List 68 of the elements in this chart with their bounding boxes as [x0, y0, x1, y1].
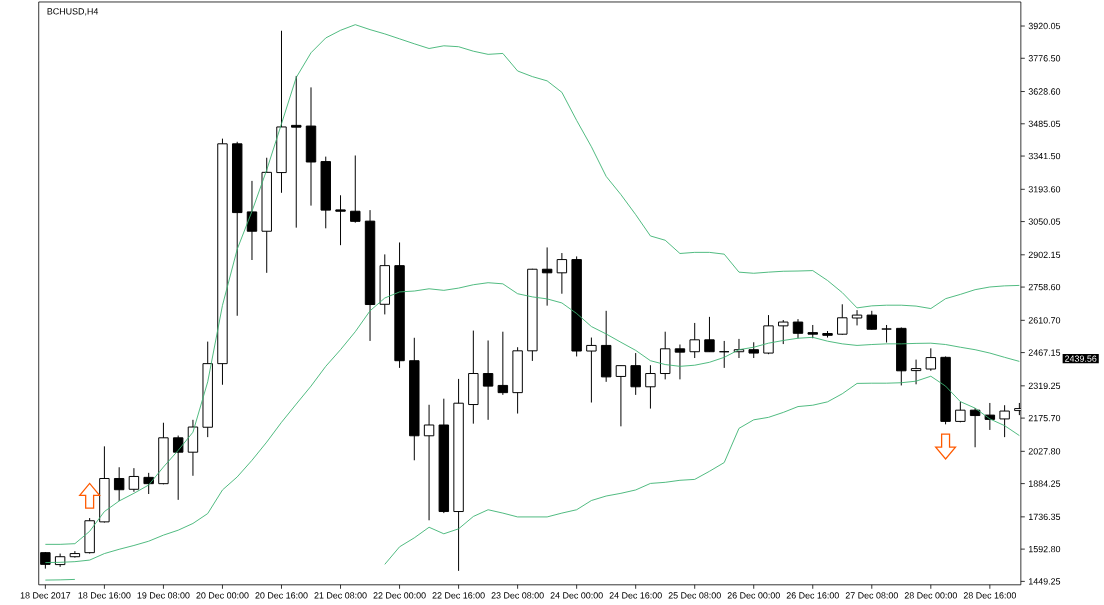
candlestick — [423, 404, 435, 521]
candlestick — [335, 194, 346, 246]
x-tick-label: 22 Dec 16:00 — [432, 592, 485, 599]
candlestick — [541, 246, 553, 307]
x-tick-label: 23 Dec 08:00 — [491, 592, 544, 599]
candlestick — [719, 340, 730, 369]
candlestick — [630, 352, 641, 396]
candlestick — [866, 310, 878, 331]
candlestick — [615, 364, 627, 427]
y-tick-label: 1736.35 — [1028, 513, 1061, 521]
y-tick-label: 1449.25 — [1028, 578, 1061, 585]
candlestick — [172, 435, 184, 501]
y-tick-label: 2610.70 — [1028, 317, 1061, 324]
x-tick-label: 20 Dec 16:00 — [255, 592, 308, 599]
candlestick — [143, 472, 154, 495]
y-tick-label: 3920.05 — [1028, 22, 1061, 30]
y-tick-label: 1592.80 — [1028, 546, 1061, 553]
y-tick-label: 2902.15 — [1028, 251, 1061, 259]
candlestick — [113, 466, 125, 502]
x-tick-label: 24 Dec 16:00 — [609, 592, 662, 599]
x-tick-label: 18 Dec 16:00 — [78, 592, 131, 599]
x-tick-label: 22 Dec 00:00 — [373, 592, 426, 599]
candlestick — [792, 318, 804, 339]
y-tick-label: 3193.60 — [1028, 186, 1061, 193]
candlestick — [556, 252, 568, 295]
y-tick-label: 2467.15 — [1028, 349, 1061, 356]
candlestick — [350, 155, 361, 224]
y-tick-label: 1884.25 — [1028, 480, 1061, 487]
candlestick — [128, 467, 140, 493]
candlestick — [497, 331, 509, 396]
line-series — [44, 24, 1020, 545]
candlestick — [881, 324, 892, 344]
candlestick — [586, 337, 597, 404]
x-tick-label: 26 Dec 00:00 — [727, 592, 780, 599]
candlestick — [674, 344, 686, 380]
candlestick — [689, 322, 700, 359]
x-tick-label: 21 Dec 08:00 — [314, 592, 367, 599]
y-tick-label: 2319.25 — [1028, 382, 1061, 390]
x-tick-label: 25 Dec 08:00 — [668, 592, 721, 599]
candlestick — [851, 309, 863, 326]
text: 2439.56 — [1065, 355, 1097, 362]
candlestick — [837, 303, 848, 336]
candlestick — [778, 319, 789, 345]
x-tick-label: 28 Dec 16:00 — [963, 592, 1016, 599]
x-tick-label: 24 Dec 00:00 — [550, 592, 603, 599]
x-tick-label: 19 Dec 08:00 — [137, 592, 190, 599]
x-tick-label: 20 Dec 00:00 — [196, 592, 249, 599]
y-tick-label: 3628.60 — [1028, 88, 1061, 95]
candlestick — [999, 404, 1010, 438]
x-tick-label: 27 Dec 08:00 — [845, 592, 898, 599]
candlestick — [69, 550, 81, 559]
candlestick — [925, 347, 937, 372]
candlestick — [246, 180, 258, 261]
x-tick-label: 28 Dec 00:00 — [904, 592, 957, 599]
y-tick-label: 2758.60 — [1028, 283, 1061, 291]
x-tick-label: 26 Dec 16:00 — [786, 592, 839, 599]
y-tick-label: 3485.05 — [1028, 120, 1061, 127]
y-tick-label: 3776.50 — [1028, 55, 1061, 62]
candlestick — [910, 359, 922, 385]
candlestick — [645, 364, 656, 410]
y-tick-label: 2175.70 — [1028, 414, 1061, 422]
y-tick-label: 3050.05 — [1028, 218, 1061, 225]
candlestick — [704, 316, 715, 353]
x-tick-label: 18 Dec 2017 — [20, 592, 71, 599]
y-tick-label: 3341.50 — [1028, 152, 1061, 160]
candlestick — [482, 340, 494, 421]
y-tick-label: 2027.80 — [1028, 448, 1061, 455]
text: BCHUSD,H4 — [47, 8, 99, 16]
